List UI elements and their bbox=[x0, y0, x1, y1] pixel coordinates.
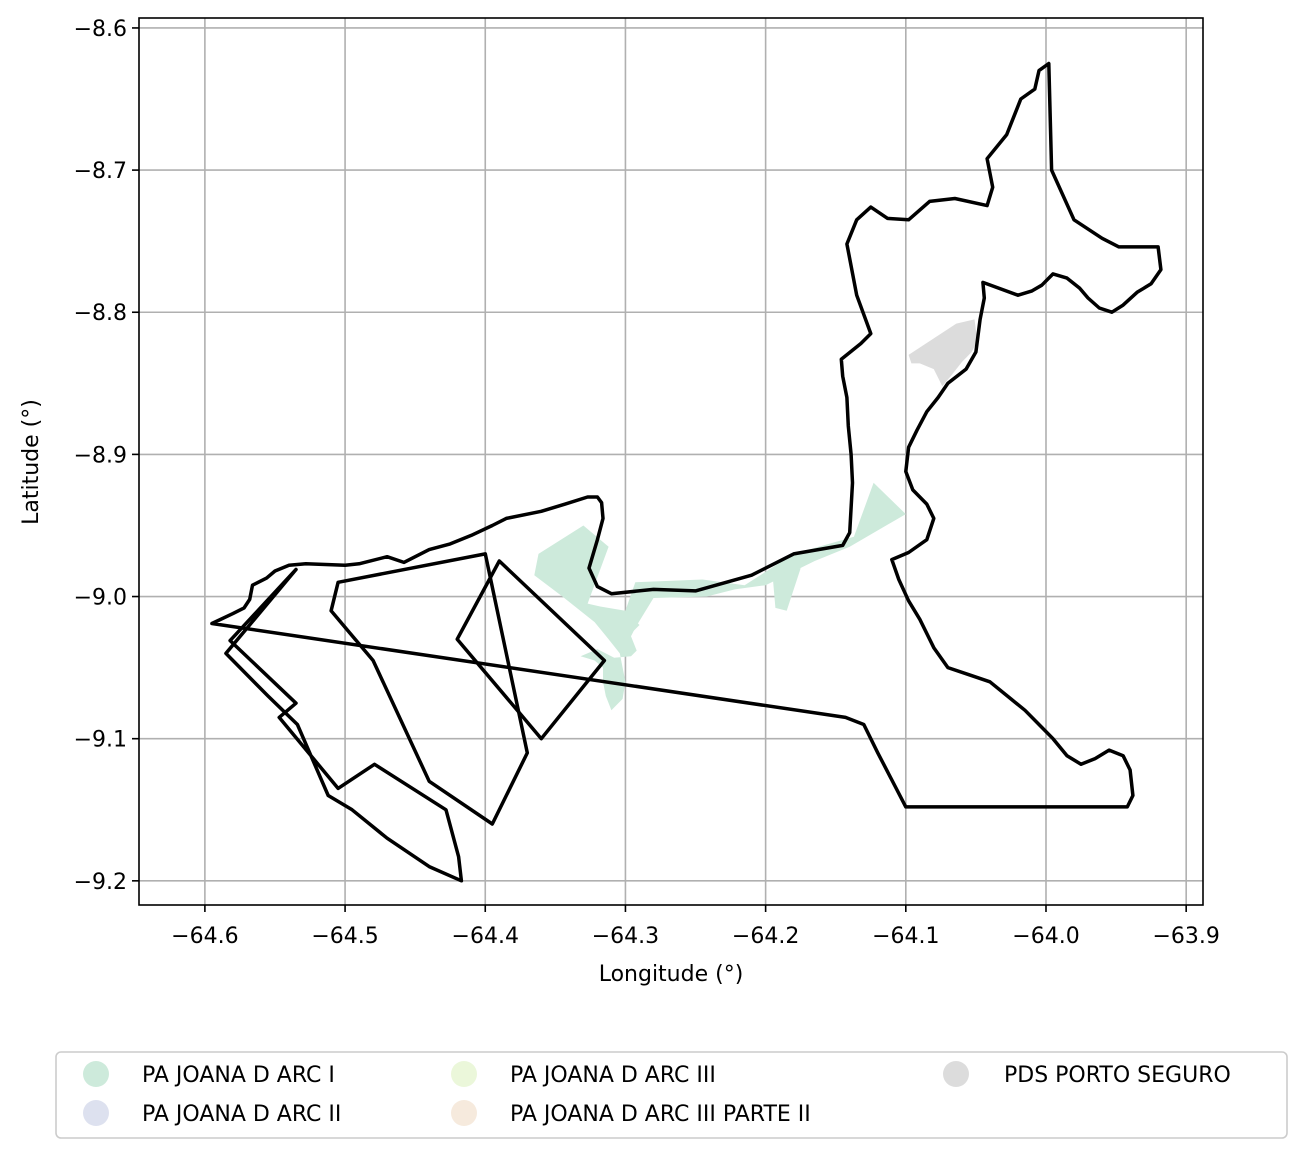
y-tick-label: −8.6 bbox=[74, 17, 127, 42]
x-tick-label: −63.9 bbox=[1152, 924, 1219, 949]
legend-label: PA JOANA D ARC I bbox=[142, 1063, 335, 1088]
y-axis-ticks: −8.6 −8.7 −8.8 −8.9 −9.0 −9.1 −9.2 bbox=[74, 17, 139, 895]
x-tick-label: −64.2 bbox=[732, 924, 799, 949]
legend: PA JOANA D ARC I PA JOANA D ARC II PA JOAN… bbox=[55, 1051, 1288, 1139]
legend-marker bbox=[83, 1061, 109, 1087]
area-pa-joana-d-arc-i bbox=[534, 482, 906, 711]
y-axis-label: Latitude (°) bbox=[19, 399, 44, 525]
legend-entries: PA JOANA D ARC I PA JOANA D ARC II PA JOAN… bbox=[83, 1061, 1231, 1127]
parcel-outline bbox=[329, 552, 530, 826]
plot-area bbox=[138, 17, 1204, 906]
x-tick-label: −64.1 bbox=[872, 924, 939, 949]
boundary-outline bbox=[210, 61, 1163, 809]
parcel-outline bbox=[455, 559, 607, 741]
x-tick-label: −64.0 bbox=[1012, 924, 1079, 949]
y-tick-label: −8.8 bbox=[74, 301, 127, 326]
x-tick-label: −64.4 bbox=[452, 924, 519, 949]
fill-layer bbox=[534, 319, 978, 711]
legend-marker bbox=[451, 1061, 477, 1087]
y-tick-label: −9.0 bbox=[74, 586, 127, 611]
legend-marker bbox=[83, 1100, 109, 1126]
legend-frame bbox=[55, 1051, 1288, 1139]
y-tick-label: −9.2 bbox=[74, 870, 127, 895]
legend-label: PA JOANA D ARC III bbox=[510, 1063, 716, 1088]
area-pa-joana-d-arc-i bbox=[772, 568, 801, 611]
grid-layer bbox=[139, 18, 1203, 905]
area-pds-porto-seguro bbox=[908, 319, 978, 387]
x-tick-label: −64.6 bbox=[171, 924, 238, 949]
outline-layer bbox=[210, 61, 1163, 883]
parcel-outline bbox=[224, 567, 464, 883]
legend-label: PA JOANA D ARC III PARTE II bbox=[510, 1102, 811, 1127]
x-axis-label: Longitude (°) bbox=[599, 962, 744, 987]
y-tick-label: −8.7 bbox=[74, 159, 127, 184]
legend-marker bbox=[451, 1100, 477, 1126]
area-pa-joana-d-arc-i bbox=[618, 617, 640, 640]
legend-label: PA JOANA D ARC II bbox=[142, 1102, 341, 1127]
y-tick-label: −8.9 bbox=[74, 443, 127, 468]
x-axis-ticks: −64.6 −64.5 −64.4 −64.3 −64.2 −64.1 −64.0 −63.9 bbox=[171, 905, 1220, 949]
legend-label: PDS PORTO SEGURO bbox=[1004, 1063, 1231, 1088]
legend-marker bbox=[943, 1061, 969, 1087]
y-tick-label: −9.1 bbox=[74, 728, 127, 753]
x-tick-label: −64.5 bbox=[311, 924, 378, 949]
plot-frame bbox=[138, 17, 1204, 906]
x-tick-label: −64.3 bbox=[592, 924, 659, 949]
